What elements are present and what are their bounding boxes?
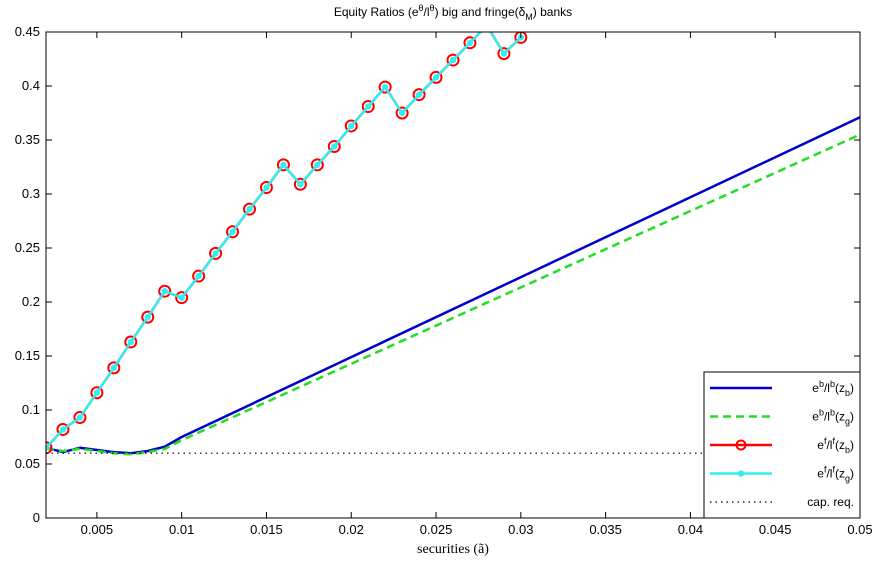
title-sub: M xyxy=(525,12,533,22)
data-point-dot xyxy=(365,103,372,110)
x-tick-label: 0.045 xyxy=(759,522,792,537)
data-point-circle xyxy=(56,422,70,436)
chart-title: Equity Ratios (eθ/lθ) big and fringe(δM)… xyxy=(334,3,572,22)
legend-label-1: eb/lb(zg) xyxy=(812,408,854,427)
y-tick-label: 0.15 xyxy=(15,348,40,363)
x-tick-label: 0.01 xyxy=(169,522,194,537)
data-point-circle xyxy=(46,441,53,455)
x-axis-label: securities (ã) xyxy=(417,542,489,557)
data-point-dot xyxy=(484,22,490,28)
data-point-circle xyxy=(486,32,488,33)
data-point-dot xyxy=(500,50,508,57)
data-point-dot xyxy=(263,184,270,191)
data-point-circle xyxy=(192,269,206,283)
data-point-circle xyxy=(412,88,426,102)
title-sup2: θ xyxy=(430,3,435,13)
data-point-circle xyxy=(276,158,290,172)
data-point-dot xyxy=(348,122,355,130)
x-tick-label: 0.05 xyxy=(847,522,872,537)
data-point-circle xyxy=(209,246,223,260)
data-point-dot xyxy=(432,74,440,81)
y-tick-label: 0.35 xyxy=(15,132,40,147)
data-point-dot xyxy=(178,294,185,301)
data-point-circle xyxy=(158,284,172,298)
data-point-circle xyxy=(259,181,273,195)
title-after: ) big and fringe(δ xyxy=(435,5,526,19)
data-point-circle xyxy=(107,361,121,375)
data-point-dot xyxy=(314,161,321,169)
x-tick-label: 0.03 xyxy=(508,522,533,537)
x-tick-label: 0.035 xyxy=(589,522,622,537)
x-tick-label: 0.025 xyxy=(420,522,453,537)
data-point-dot xyxy=(59,426,67,433)
y-tick-label: 0 xyxy=(33,510,40,525)
data-point-dot xyxy=(212,250,219,257)
data-point-circle xyxy=(124,335,138,349)
data-point-dot xyxy=(297,181,304,188)
data-point-circle xyxy=(446,53,460,67)
data-point-circle xyxy=(463,36,477,50)
y-tick-label: 0.2 xyxy=(22,294,40,309)
legend-label-2: ef/lf(zb) xyxy=(817,436,854,455)
title-suffix: ) banks xyxy=(533,5,572,19)
series-line-0 xyxy=(46,116,860,455)
title-prefix: Equity Ratios (e xyxy=(334,5,419,19)
y-tick-label: 0.05 xyxy=(15,456,40,471)
y-tick-label: 0.25 xyxy=(15,240,40,255)
legend-label-0: eb/lb(zb) xyxy=(812,379,854,398)
x-tick-label: 0.04 xyxy=(678,522,703,537)
series-layer xyxy=(46,22,860,456)
data-point-circle xyxy=(395,106,409,120)
data-point-circle xyxy=(378,80,392,94)
data-point-circle xyxy=(497,47,511,61)
data-point-dot xyxy=(46,444,50,451)
data-point-circle xyxy=(344,119,358,133)
data-point-circle xyxy=(175,291,189,305)
data-point-circle xyxy=(90,386,104,400)
data-point-dot xyxy=(381,83,389,91)
legend-marker-circle xyxy=(735,439,747,451)
data-point-dot xyxy=(93,389,101,396)
data-point-circle xyxy=(73,411,87,425)
data-point-circle xyxy=(293,177,307,191)
x-tick-label: 0.02 xyxy=(339,522,364,537)
data-point-dot xyxy=(398,109,406,117)
title-sup1: θ xyxy=(419,3,424,13)
legend-label-3: ef/lf(zg) xyxy=(817,465,854,484)
legend-marker-dot xyxy=(737,470,745,477)
data-point-dot xyxy=(246,205,253,213)
y-tick-label: 0.3 xyxy=(22,186,40,201)
legend: eb/lb(zb) eb/lb(zg) ef/lf(zb) ef/lf(zg) cap.… xyxy=(703,371,861,519)
plot-frame xyxy=(45,31,861,519)
data-point-circle xyxy=(310,158,324,172)
x-tick-label: 0.015 xyxy=(250,522,283,537)
data-point-dot xyxy=(161,288,168,295)
data-point-dot xyxy=(195,272,202,280)
y-tick-label: 0.1 xyxy=(22,402,40,417)
y-tick-label: 0.4 xyxy=(22,78,40,93)
title-mid: /l xyxy=(424,5,430,19)
data-point-dot xyxy=(110,364,118,372)
data-point-circle xyxy=(361,100,375,114)
data-point-dot xyxy=(76,414,84,421)
legend-label-4: cap. req. xyxy=(807,495,854,509)
data-point-dot xyxy=(229,228,236,235)
data-point-circle xyxy=(514,32,528,44)
data-point-circle xyxy=(243,202,256,216)
data-point-dot xyxy=(144,313,151,321)
x-tick-label: 0.005 xyxy=(81,522,114,537)
data-point-circle xyxy=(429,70,443,84)
data-point-dot xyxy=(331,143,338,150)
data-point-circle xyxy=(226,225,240,239)
data-point-dot xyxy=(415,91,423,98)
y-tick-label: 0.45 xyxy=(15,24,40,39)
data-point-dot xyxy=(280,161,287,169)
data-point-dot xyxy=(466,39,474,46)
data-point-circle xyxy=(327,139,341,153)
data-point-dot xyxy=(127,338,134,346)
ticks-layer: 0.005 0.01 0.015 0.02 0.025 0.03 0.035 0.04 0.04… xyxy=(15,24,873,537)
data-point-dot xyxy=(449,56,457,64)
data-point-circle xyxy=(141,310,155,324)
